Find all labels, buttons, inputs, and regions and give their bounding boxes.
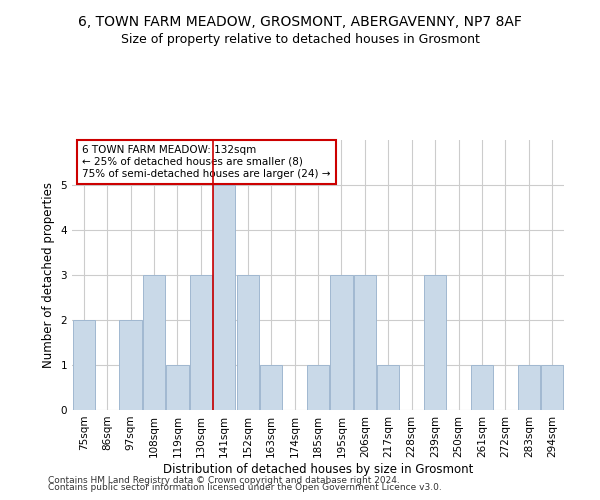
Bar — [541, 365, 563, 410]
Text: Contains public sector information licensed under the Open Government Licence v3: Contains public sector information licen… — [48, 484, 442, 492]
Bar — [236, 275, 259, 410]
Bar — [307, 365, 329, 410]
Bar — [213, 185, 235, 410]
Text: Contains HM Land Registry data © Crown copyright and database right 2024.: Contains HM Land Registry data © Crown c… — [48, 476, 400, 485]
Text: Size of property relative to detached houses in Grosmont: Size of property relative to detached ho… — [121, 32, 479, 46]
Text: 6 TOWN FARM MEADOW: 132sqm
← 25% of detached houses are smaller (8)
75% of semi-: 6 TOWN FARM MEADOW: 132sqm ← 25% of deta… — [82, 146, 331, 178]
Bar — [143, 275, 165, 410]
Bar — [119, 320, 142, 410]
Bar — [518, 365, 540, 410]
Bar — [424, 275, 446, 410]
Bar — [331, 275, 353, 410]
Bar — [190, 275, 212, 410]
Bar — [260, 365, 282, 410]
Bar — [354, 275, 376, 410]
Bar — [471, 365, 493, 410]
Text: 6, TOWN FARM MEADOW, GROSMONT, ABERGAVENNY, NP7 8AF: 6, TOWN FARM MEADOW, GROSMONT, ABERGAVEN… — [78, 15, 522, 29]
Bar — [73, 320, 95, 410]
Bar — [166, 365, 188, 410]
Bar — [377, 365, 400, 410]
X-axis label: Distribution of detached houses by size in Grosmont: Distribution of detached houses by size … — [163, 462, 473, 475]
Y-axis label: Number of detached properties: Number of detached properties — [42, 182, 55, 368]
